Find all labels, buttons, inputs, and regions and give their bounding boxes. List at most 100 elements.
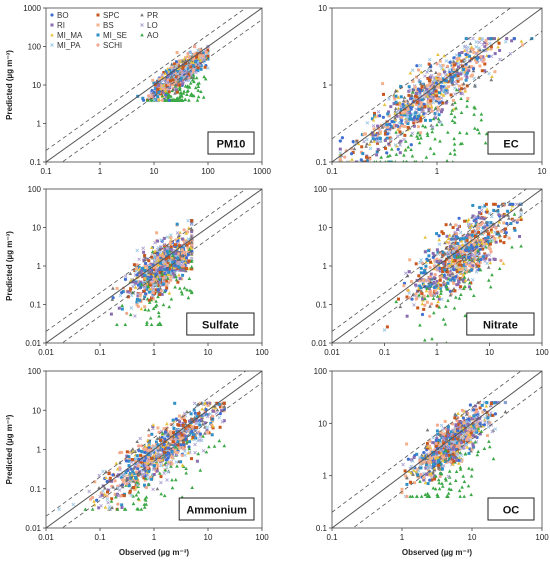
data-point bbox=[179, 290, 184, 294]
data-point bbox=[467, 235, 472, 239]
data-point bbox=[383, 132, 387, 136]
data-point bbox=[176, 262, 180, 266]
data-point bbox=[203, 401, 207, 405]
y-tick-label: 0.1 bbox=[316, 301, 328, 310]
data-point bbox=[402, 95, 407, 99]
data-point bbox=[158, 471, 162, 475]
data-point bbox=[438, 59, 442, 63]
reference-lines bbox=[46, 371, 262, 528]
data-point bbox=[386, 154, 390, 158]
data-point bbox=[412, 118, 416, 121]
data-point bbox=[182, 286, 187, 290]
data-point bbox=[375, 160, 378, 162]
data-point bbox=[435, 291, 439, 295]
data-point bbox=[473, 224, 477, 228]
data-point bbox=[442, 262, 446, 266]
data-point bbox=[198, 54, 202, 58]
data-point bbox=[148, 286, 152, 291]
data-point bbox=[419, 104, 423, 108]
x-tick-label: 10 bbox=[150, 167, 159, 176]
data-point bbox=[118, 451, 122, 455]
data-point bbox=[87, 489, 92, 494]
data-point bbox=[154, 272, 158, 276]
data-point bbox=[465, 66, 469, 70]
data-point bbox=[146, 277, 150, 281]
data-point bbox=[218, 425, 222, 429]
data-point bbox=[502, 214, 506, 218]
data-point bbox=[181, 66, 185, 70]
data-point bbox=[189, 431, 193, 435]
data-point bbox=[154, 87, 158, 91]
x-tick-label: 1 bbox=[435, 167, 440, 176]
data-point bbox=[439, 92, 444, 96]
data-point bbox=[176, 280, 180, 284]
data-point bbox=[439, 266, 443, 270]
data-point bbox=[177, 86, 182, 90]
data-point bbox=[343, 155, 347, 159]
data-point bbox=[371, 137, 375, 141]
data-point bbox=[436, 105, 440, 109]
data-point bbox=[420, 105, 424, 109]
data-point bbox=[162, 427, 166, 431]
data-point bbox=[163, 247, 167, 251]
data-point bbox=[368, 146, 373, 151]
data-point bbox=[456, 228, 460, 231]
data-point bbox=[155, 231, 159, 235]
data-point bbox=[437, 113, 441, 117]
data-point bbox=[451, 233, 455, 238]
data-point bbox=[140, 450, 144, 454]
data-point bbox=[444, 223, 448, 227]
data-point bbox=[419, 70, 423, 74]
data-point bbox=[418, 323, 422, 327]
data-point bbox=[455, 255, 460, 259]
data-point bbox=[467, 69, 471, 73]
data-point bbox=[129, 293, 134, 298]
data-point bbox=[183, 67, 188, 71]
data-point bbox=[441, 63, 445, 67]
data-point bbox=[462, 250, 466, 253]
data-point bbox=[466, 231, 470, 235]
data-point bbox=[412, 124, 416, 128]
data-point bbox=[510, 245, 514, 249]
data-point bbox=[170, 258, 174, 262]
data-point bbox=[458, 84, 461, 88]
data-point bbox=[389, 105, 393, 109]
data-point bbox=[173, 91, 177, 95]
data-point bbox=[187, 259, 191, 263]
data-point bbox=[410, 280, 413, 284]
data-point bbox=[206, 48, 210, 52]
data-point bbox=[475, 257, 480, 261]
data-point bbox=[404, 119, 409, 123]
data-point bbox=[151, 424, 155, 428]
data-point bbox=[451, 249, 456, 254]
data-point bbox=[478, 64, 482, 68]
y-tick-label: 0.1 bbox=[30, 158, 42, 167]
data-point bbox=[435, 109, 440, 114]
data-point bbox=[190, 457, 193, 461]
data-point bbox=[437, 297, 441, 301]
data-point bbox=[496, 230, 500, 234]
data-point bbox=[426, 293, 430, 298]
data-point bbox=[465, 131, 469, 135]
data-point bbox=[139, 269, 143, 273]
data-point bbox=[209, 421, 213, 425]
data-point bbox=[474, 58, 477, 62]
data-point bbox=[187, 98, 191, 102]
data-point bbox=[177, 459, 181, 463]
data-point bbox=[454, 241, 458, 245]
one-to-one-line bbox=[332, 189, 542, 343]
data-point bbox=[146, 308, 151, 312]
data-point bbox=[144, 498, 148, 502]
data-point bbox=[187, 424, 191, 428]
y-axis-label: Predicted (µg m⁻³) bbox=[5, 50, 14, 120]
panel-label: Nitrate bbox=[483, 320, 518, 332]
data-point bbox=[109, 312, 113, 316]
data-point bbox=[166, 470, 170, 474]
data-point bbox=[196, 438, 200, 443]
data-point bbox=[392, 120, 396, 124]
data-point bbox=[434, 285, 438, 289]
data-point bbox=[204, 407, 208, 412]
data-point bbox=[477, 131, 481, 135]
data-point bbox=[175, 464, 179, 468]
